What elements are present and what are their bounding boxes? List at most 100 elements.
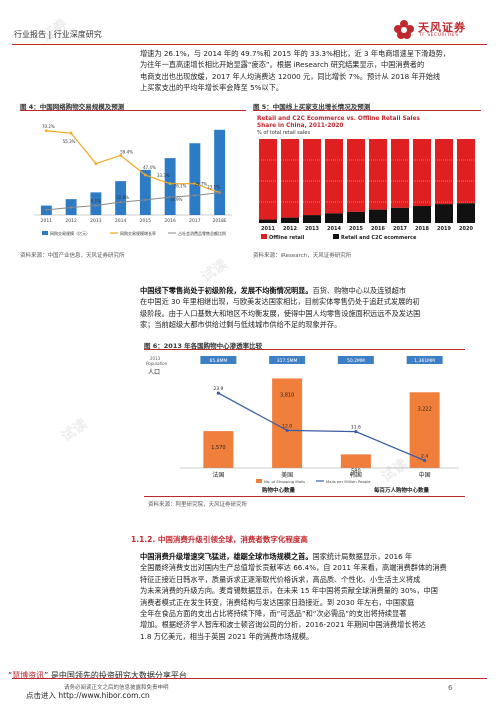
header-divider [12,44,487,45]
figure-source: 资料来源：iResearch，天风证券研究所 [253,253,352,259]
bold-lead: 中国线下零售尚处于初级阶段，发展不均衡情况明显。 [140,286,313,295]
bar-label: 3,810 [280,392,294,398]
tick-label: 2011 [41,218,53,224]
tick-label: 2016 [164,218,176,224]
chart-subtitle: % of total retail sales [257,130,310,136]
figure-source: 资料来源：中国产业信息，天风证券研究所 [20,253,125,259]
bar [340,454,371,468]
legend-label: No. of Shopping Malls [264,479,305,484]
point [45,208,48,212]
legend-label: 占社会消费品零售总额比例 [178,230,226,236]
tick-label: 2011 [261,226,275,232]
text-line: 国家统计局数据显示，2016 年 [312,552,413,561]
tick-label: 美国 [281,471,293,479]
tick-label: 2016 [371,226,385,232]
tick-label: 2014 [327,226,341,232]
point [44,129,48,133]
bar [203,431,234,468]
legend-label: 网购交易规模增长率 [120,230,156,236]
line-label: 23.9 [213,386,223,392]
bar [189,143,201,215]
bar-offline [456,139,476,204]
figure-rule [144,496,465,497]
text-line: 为未来消费的升级方向。麦肯锡数据显示，在未来 15 年中国将贡献全球消费量的 3… [140,586,438,596]
promo-link[interactable]: 点击进入 http://www.hibor.com.cn [26,691,150,700]
figure-rule [253,110,481,111]
bar-online [390,207,410,223]
point [193,182,197,186]
bar-offline [368,139,388,210]
promo-banner[interactable]: “慧博资讯” 是中国领先的投资研究大数据分享平台 [8,671,187,680]
population-label: 317.5MM [277,358,298,364]
promo-text: 是中国领先的投资研究大数据分享平台 [50,671,187,680]
series-line [218,392,425,462]
bar-online [346,211,366,223]
text-line: 全国最终消费支出对国内生产总值增长贡献率达 66.4%，自 2011 年来看，高… [140,563,447,573]
legend-label: Retail and C2C ecommerce [341,235,417,241]
figure-caption: 图 5：中国线上买家支出增长情况及预测 [253,103,371,111]
bar-offline [390,139,410,208]
text-line: 全年在食品方面的支出占比将持续下降，而“可选品”和“次必需品”的支出将持续显著 [140,609,407,619]
point [168,195,172,199]
data-label: 26.1% [174,184,187,189]
promo-brand[interactable]: 慧博资讯 [12,671,45,680]
watermark: 试读 [58,416,91,446]
tick-label: 2019 [437,226,451,232]
watermark: 试读 [198,256,231,286]
figure-rule [20,110,246,111]
population-header: Population [146,361,168,366]
data-label: 59.4% [120,149,133,154]
point [285,428,289,432]
bar-label: 3,222 [417,406,431,412]
line-label: 11.6 [351,425,361,431]
bar [272,378,303,468]
bar [115,181,127,215]
point [119,200,122,204]
bar-online [302,215,322,223]
data-label: 25.7% [195,182,208,187]
text-line: 为往年一直高速增长相比开始显露“疲态”。根据 iResearch 研究结果显示，… [140,60,425,70]
bar [90,192,102,215]
bar-online [258,219,278,223]
point [94,162,98,166]
chart-title: Share in China, 2011-2020 [257,123,343,129]
point [143,173,147,177]
bar-offline [412,139,432,207]
logo-subtext: TF SECURITIES [419,33,459,38]
legend-label: 每百万人购物中心数量 [374,486,430,494]
population-badge [269,356,306,364]
line-label: 12.0 [282,423,292,429]
legend-swatch [42,231,48,235]
tick-label: 2017 [393,226,407,232]
breadcrumb: 行业报告 | 行业深度研究 [14,30,102,39]
text-line: 电商支出也出现放缓，2017 年人均消费达 12000 元，同比增长 7%。预计… [140,71,441,81]
point [218,191,221,194]
bar-online [434,204,454,223]
paragraph-consumption-upgrade: 中国消费升级增速突飞猛进，雄踞全球市场规模之首。国家统计局数据显示，2016 年… [140,551,464,642]
population-label: 1,361MM [414,358,435,364]
tick-label: 2012 [283,226,297,232]
bar-offline [324,139,344,214]
point [354,430,358,434]
tick-label: 2013 [305,226,319,232]
bar [164,158,176,215]
logo-flower-icon [394,20,414,39]
point [69,131,73,135]
data-label: 14.9% [170,197,183,202]
bar-offline [434,139,454,205]
footer-divider [12,678,487,679]
bar [214,129,226,215]
population-badge [337,356,374,364]
figure-source: 资料来源：阿里研究院，天风证券研究所 [148,502,248,508]
bar-online [368,209,388,223]
population-badge [406,356,443,364]
data-label: 70.2% [42,124,55,129]
bar-online [280,217,300,223]
tick-label: 韩国 [350,471,362,479]
data-label: 47.4% [143,165,156,170]
data-label: 23.1% [207,185,220,190]
population-header: 2013 [150,356,161,361]
tick-label: 2017 [189,218,201,224]
paragraph-offline-retail: 中国线下零售尚处于初级阶段，发展不均衡情况明显。百货、购物中心以及连锁超市 在中… [140,285,464,331]
population-badge [200,356,237,364]
